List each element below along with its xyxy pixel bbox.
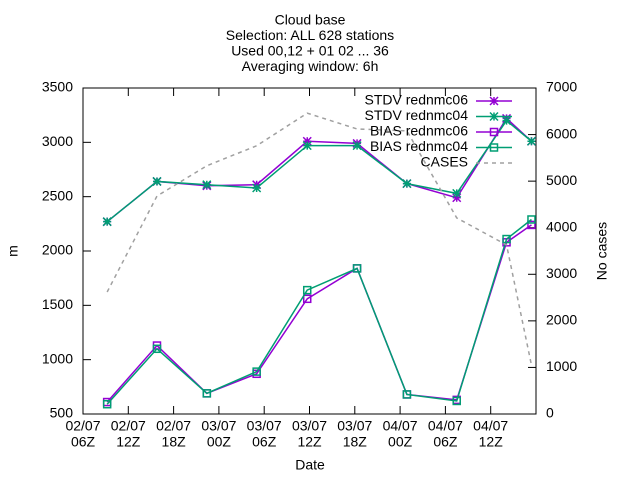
x-tick-label: 03/07 [292,418,327,434]
marker [102,399,112,409]
marker [152,176,162,186]
x-tick-label: 12Z [297,434,322,450]
series-line [106,119,532,223]
marker [302,294,312,304]
y2-tick-label: 2000 [546,312,577,328]
legend-label: STDV rednmc04 [365,107,469,123]
marker [152,344,162,354]
chart-title: Selection: ALL 628 stations [226,27,394,43]
x-tick-label: 00Z [207,434,232,450]
x-tick-label: 03/07 [247,418,282,434]
series-line [106,218,532,405]
marker [252,183,262,193]
x-tick-label: 06Z [71,434,96,450]
x-tick-label: 03/07 [337,418,372,434]
marker [402,390,412,399]
chart-title: Cloud base [275,12,346,28]
y-tick-label: 500 [50,405,74,421]
legend-label: CASES [421,154,468,170]
legend-marker [489,111,499,122]
x-tick-label: 12Z [116,434,141,450]
marker [527,215,536,224]
x-tick-label: 18Z [162,434,187,450]
chart-title: Averaging window: 6h [242,58,379,74]
marker [302,285,312,295]
legend-marker [489,127,499,137]
marker [526,136,537,146]
marker [402,179,412,189]
legend-label: STDV rednmc06 [365,92,469,108]
x-tick-label: 06Z [252,434,277,450]
series-line [106,112,533,366]
x-tick-label: 02/07 [111,418,146,434]
marker [102,217,112,227]
y-axis-label: m [5,245,21,257]
marker [202,389,212,398]
y-tick-label: 2000 [42,242,73,258]
x-tick-label: 04/07 [428,418,463,434]
y2-tick-label: 1000 [546,358,577,374]
x-tick-label: 00Z [388,434,413,450]
y-tick-label: 1000 [42,350,73,366]
x-tick-label: 04/07 [473,418,508,434]
x-axis-label: Date [295,457,325,473]
marker [352,264,362,273]
legend-label: BIAS rednmc06 [370,123,468,139]
marker [202,180,212,190]
series-line [106,224,532,403]
x-tick-label: 03/07 [201,418,236,434]
marker [302,141,312,151]
x-tick-label: 18Z [343,434,368,450]
marker [452,188,462,198]
marker [502,234,511,244]
y-tick-label: 3500 [42,79,73,95]
legend-marker [489,143,499,152]
x-tick-label: 04/07 [383,418,418,434]
y2-tick-label: 0 [546,405,554,421]
marker [302,136,312,146]
y2-tick-label: 6000 [546,125,577,141]
plot-frame [82,87,537,415]
y-tick-label: 1500 [42,296,73,312]
x-tick-label: 12Z [479,434,504,450]
x-tick-label: 02/07 [65,418,100,434]
y2-axis-label: No cases [594,222,610,280]
y2-tick-label: 5000 [546,172,577,188]
x-tick-label: 06Z [433,434,458,450]
legend-marker [489,96,499,106]
y-tick-label: 2500 [42,187,73,203]
marker [452,193,462,203]
marker [352,141,362,151]
marker [252,367,261,376]
y2-tick-label: 3000 [546,265,577,281]
marker [502,116,512,126]
legend-label: BIAS rednmc04 [370,138,468,154]
chart-title: Used 00,12 + 01 02 ... 36 [231,43,389,59]
y2-tick-label: 7000 [546,79,577,95]
x-tick-label: 02/07 [156,418,191,434]
y2-tick-label: 4000 [546,218,577,234]
marker [527,220,536,230]
marker [452,396,461,406]
y-tick-label: 3000 [42,133,73,149]
